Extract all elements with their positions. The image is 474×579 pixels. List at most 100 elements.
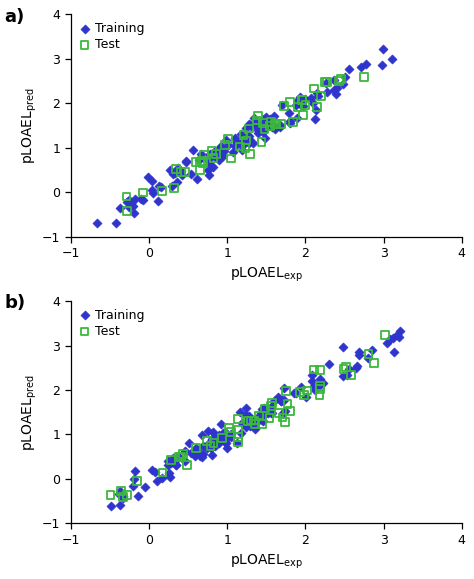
Test xyxy=(210,154,218,163)
Training xyxy=(207,152,215,161)
Training xyxy=(208,450,216,459)
Training xyxy=(167,472,174,481)
Training xyxy=(215,439,223,448)
Training xyxy=(264,118,271,127)
Training xyxy=(341,72,349,82)
Test xyxy=(172,164,180,174)
Training xyxy=(223,430,231,439)
Training xyxy=(308,93,315,102)
Test xyxy=(271,119,279,129)
Training xyxy=(270,111,278,120)
Test xyxy=(245,124,252,133)
Test xyxy=(316,382,324,391)
Test xyxy=(281,417,289,427)
Training xyxy=(316,374,324,383)
Test xyxy=(192,443,200,452)
Training xyxy=(207,444,215,453)
Training xyxy=(187,449,194,458)
Training xyxy=(223,444,230,453)
Training xyxy=(204,426,211,435)
Training xyxy=(116,501,124,510)
X-axis label: pLOAEL$_\mathrm{exp}$: pLOAEL$_\mathrm{exp}$ xyxy=(230,552,303,571)
Training xyxy=(221,437,229,446)
Training xyxy=(339,372,347,381)
Test xyxy=(219,433,226,442)
Training xyxy=(285,108,292,117)
Test xyxy=(267,118,275,127)
Test xyxy=(192,157,200,166)
Training xyxy=(198,431,206,440)
Training xyxy=(155,197,162,206)
Training xyxy=(258,415,265,424)
Training xyxy=(254,128,262,137)
Training xyxy=(368,345,375,354)
Training xyxy=(125,202,133,211)
Training xyxy=(277,396,284,405)
Training xyxy=(164,457,172,466)
Test xyxy=(313,102,321,111)
Test xyxy=(225,424,233,433)
Training xyxy=(312,105,319,114)
Legend: Training, Test: Training, Test xyxy=(77,307,146,339)
Training xyxy=(261,133,268,142)
Test xyxy=(200,151,208,160)
Test xyxy=(227,154,235,163)
Test xyxy=(240,130,247,140)
Training xyxy=(253,119,261,129)
Training xyxy=(214,438,221,448)
Test xyxy=(261,124,268,134)
Training xyxy=(169,453,177,463)
Training xyxy=(148,185,155,194)
Training xyxy=(251,120,259,130)
Training xyxy=(187,169,195,178)
Training xyxy=(365,353,372,362)
Training xyxy=(210,162,217,171)
Training xyxy=(127,199,135,208)
Training xyxy=(175,452,182,461)
Test xyxy=(310,365,318,374)
Training xyxy=(237,408,244,417)
Test xyxy=(254,111,262,120)
Test xyxy=(299,96,306,105)
Training xyxy=(215,431,223,440)
Training xyxy=(257,408,264,417)
Test xyxy=(242,144,249,153)
Test xyxy=(258,419,265,428)
Training xyxy=(310,98,317,108)
Training xyxy=(228,433,235,442)
Training xyxy=(131,194,138,203)
Training xyxy=(198,149,205,159)
Training xyxy=(171,168,179,178)
Training xyxy=(195,155,203,164)
Training xyxy=(207,161,214,170)
Test xyxy=(203,437,211,446)
Training xyxy=(245,119,253,129)
Training xyxy=(206,160,214,170)
Training xyxy=(326,360,333,369)
Training xyxy=(112,218,120,227)
Test xyxy=(340,364,347,373)
Training xyxy=(182,157,190,166)
Training xyxy=(172,460,180,470)
Training xyxy=(129,482,137,491)
Test xyxy=(210,438,217,448)
Test xyxy=(179,449,187,459)
Test xyxy=(158,186,165,196)
Training xyxy=(257,120,264,130)
Test xyxy=(279,413,286,422)
Test xyxy=(337,74,345,83)
Test xyxy=(183,460,191,470)
Test xyxy=(283,400,291,409)
Training xyxy=(115,489,122,498)
Training xyxy=(164,460,172,470)
Test xyxy=(227,428,235,437)
Training xyxy=(199,441,206,450)
Training xyxy=(250,113,258,123)
Test xyxy=(277,119,285,129)
Training xyxy=(209,434,217,443)
Training xyxy=(260,403,268,412)
Training xyxy=(292,100,300,109)
Test xyxy=(234,437,242,446)
Training xyxy=(246,412,253,421)
Test xyxy=(275,408,283,417)
